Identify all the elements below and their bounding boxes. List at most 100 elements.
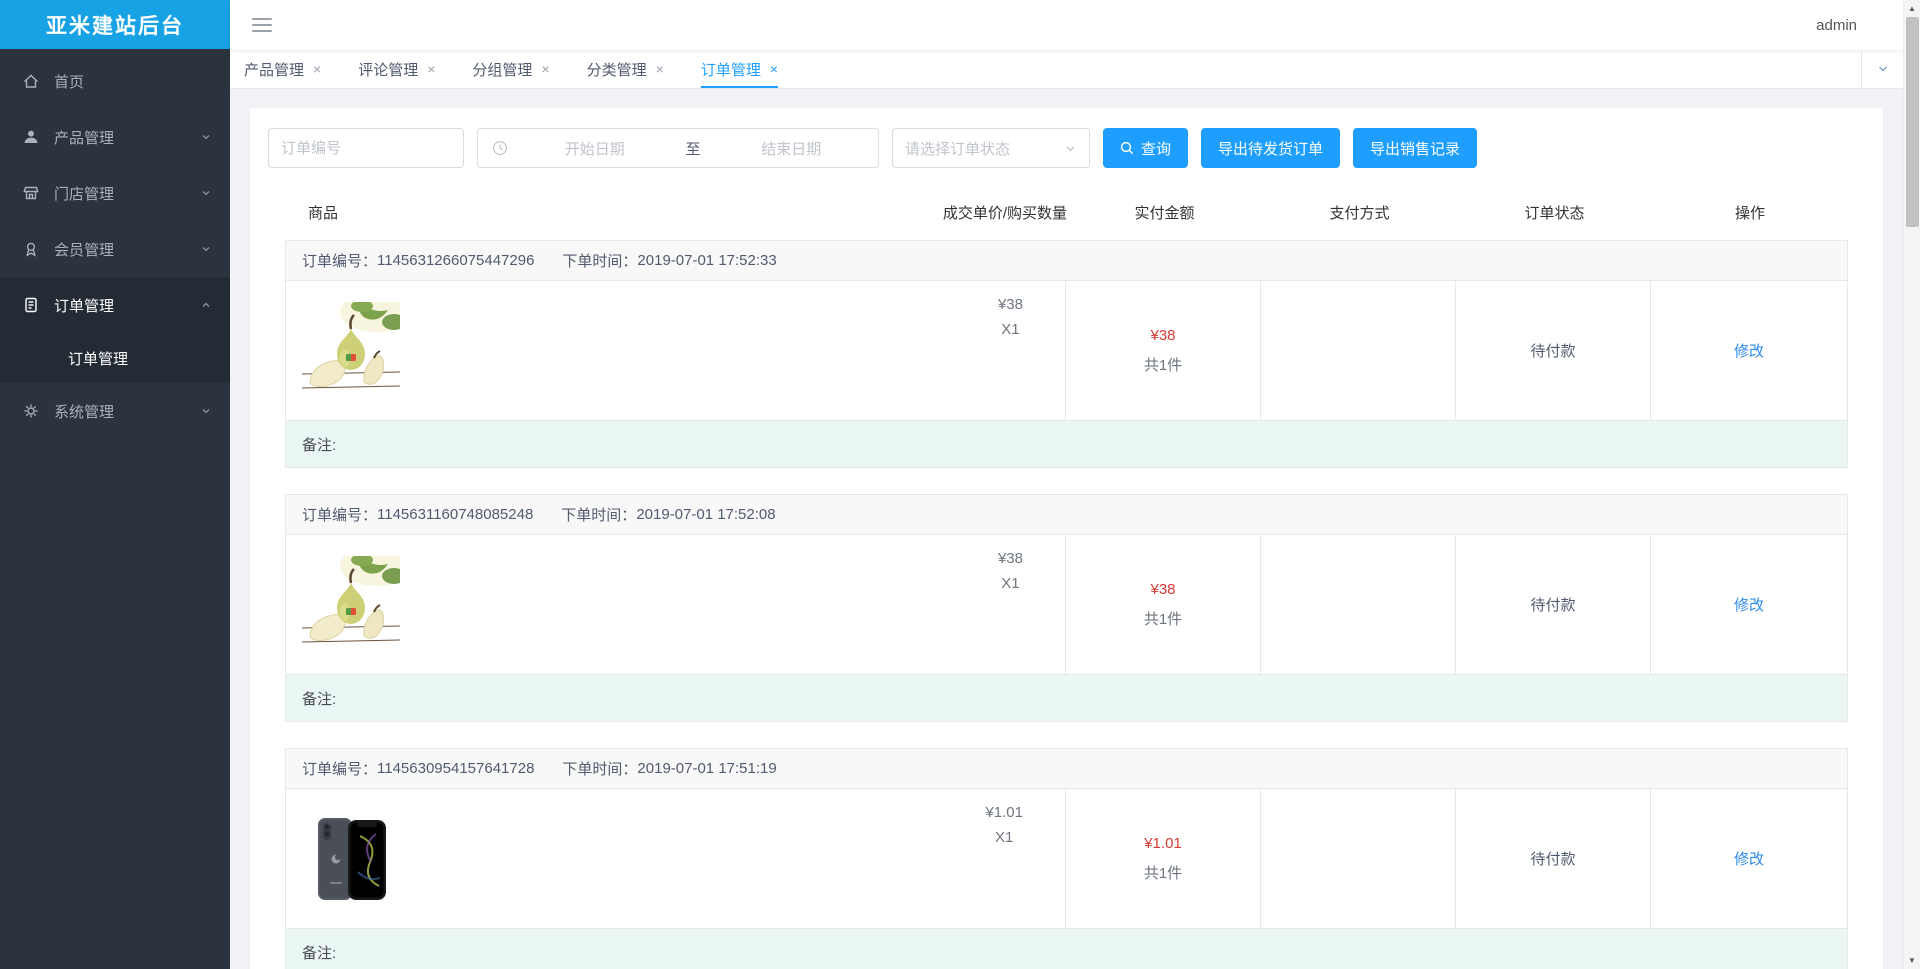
remark-label: 备注: <box>302 944 337 962</box>
sidebar-item-orders[interactable]: 订单管理 <box>0 277 230 333</box>
scrollbar-up-arrow-icon[interactable]: ▲ <box>1908 4 1916 13</box>
order-number-input[interactable] <box>268 128 464 168</box>
sidebar-item-label: 门店管理 <box>54 185 115 203</box>
order-status-select[interactable]: 请选择订单状态 <box>892 128 1090 168</box>
paid-amount-cell: ¥38 共1件 <box>1066 281 1261 420</box>
close-icon[interactable]: × <box>427 61 436 77</box>
order-number-label: 订单编号： <box>302 507 378 524</box>
product-image <box>302 809 400 908</box>
unit-price-quantity: ¥38 X1 <box>998 281 1065 420</box>
chevron-down-icon <box>202 191 210 196</box>
tab-label: 产品管理 <box>244 61 305 79</box>
actions-cell: 修改 <box>1651 789 1847 928</box>
unit-price: ¥38 <box>997 296 1023 313</box>
tab-comments[interactable]: 评论管理 × <box>358 50 435 88</box>
export-sales-records-button[interactable]: 导出销售记录 <box>1353 128 1478 168</box>
orders-card: 开始日期 至 结束日期 请选择订单状态 查询 导出待发货订单 <box>250 108 1883 969</box>
user-menu[interactable]: admin <box>1816 16 1857 34</box>
order-list: 订单编号： 1145631266075447296 下单时间： 2019-07-01… <box>285 240 1848 969</box>
order-time-label: 下单时间： <box>562 253 638 270</box>
tab-orders[interactable]: 订单管理 × <box>700 50 779 88</box>
chevron-down-icon <box>202 409 210 414</box>
remark-label: 备注: <box>302 436 337 454</box>
start-date-placeholder[interactable]: 开始日期 <box>564 140 625 158</box>
edit-order-link[interactable]: 修改 <box>1733 597 1764 614</box>
column-header-actions: 操作 <box>1734 204 1765 222</box>
hamburger-menu-icon[interactable] <box>252 18 272 32</box>
date-range-separator: 至 <box>685 140 701 158</box>
sidebar-item-stores[interactable]: 门店管理 <box>0 165 230 221</box>
page-scrollbar[interactable]: ▲ ▼ <box>1903 0 1920 969</box>
order-number-value: 1145630954157641728 <box>377 760 535 777</box>
edit-order-link[interactable]: 修改 <box>1733 851 1764 868</box>
order-time-value: 2019-07-01 17:52:08 <box>636 506 776 523</box>
sidebar-group-orders: 订单管理 订单管理 <box>0 277 230 383</box>
actions-cell: 修改 <box>1651 535 1847 674</box>
sidebar-item-products[interactable]: 产品管理 <box>0 109 230 165</box>
date-range-picker[interactable]: 开始日期 至 结束日期 <box>477 128 879 168</box>
order-product-row: ¥1.01 X1 ¥1.01 共1件 待付款 修改 <box>286 789 1847 929</box>
sidebar-item-label: 会员管理 <box>54 241 115 259</box>
tab-label: 订单管理 <box>700 61 761 79</box>
goods-cell: ¥38 X1 <box>286 535 1066 674</box>
quantity: X1 <box>1001 321 1020 338</box>
order-status-cell: 待付款 <box>1456 535 1651 674</box>
payment-method-cell <box>1261 535 1456 674</box>
order-product-row: ¥38 X1 ¥38 共1件 待付款 修改 <box>286 281 1847 421</box>
export-pending-orders-button[interactable]: 导出待发货订单 <box>1201 128 1341 168</box>
goods-cell: ¥1.01 X1 <box>286 789 1066 928</box>
scrollbar-down-arrow-icon[interactable]: ▼ <box>1908 956 1916 965</box>
end-date-placeholder[interactable]: 结束日期 <box>761 140 822 158</box>
order-number-value: 1145631266075447296 <box>377 252 535 269</box>
goods-cell: ¥38 X1 <box>286 281 1066 420</box>
select-placeholder: 请选择订单状态 <box>905 140 1011 158</box>
close-icon[interactable]: × <box>313 61 322 77</box>
sidebar-subitem-orders[interactable]: 订单管理 <box>0 333 230 383</box>
sidebar-item-system[interactable]: 系统管理 <box>0 383 230 439</box>
product-image <box>302 301 400 400</box>
order-status-cell: 待付款 <box>1456 281 1651 420</box>
tab-label: 分类管理 <box>586 61 647 79</box>
store-icon <box>23 186 39 200</box>
table-header-row: 商品 成交单价/购买数量 实付金额 支付方式 订单状态 操作 <box>285 194 1848 230</box>
tab-list-dropdown[interactable] <box>1861 50 1903 88</box>
sidebar: 亚米建站后台 首页 产品管理 门店管理 <box>0 0 230 969</box>
chevron-down-icon <box>1066 145 1075 151</box>
home-icon <box>24 74 38 88</box>
unit-price-quantity: ¥38 X1 <box>998 535 1065 674</box>
column-header: 商品 <box>308 204 339 222</box>
order-document-icon <box>25 297 37 313</box>
order-group-header: 订单编号： 1145631160748085248 下单时间： 2019-07-01… <box>286 495 1847 535</box>
quantity: X1 <box>1001 575 1020 592</box>
quantity: X1 <box>995 829 1014 846</box>
close-icon[interactable]: × <box>655 61 664 77</box>
close-icon[interactable]: × <box>769 61 779 77</box>
tab-products[interactable]: 产品管理 × <box>244 50 321 88</box>
remark-label: 备注: <box>302 690 337 708</box>
unit-price: ¥38 <box>997 550 1023 567</box>
order-number-value: 1145631160748085248 <box>377 506 534 523</box>
tab-categories[interactable]: 分类管理 × <box>587 50 664 88</box>
filter-bar: 开始日期 至 结束日期 请选择订单状态 查询 导出待发货订单 <box>268 128 1865 168</box>
sidebar-item-members[interactable]: 会员管理 <box>0 221 230 277</box>
order-group: 订单编号： 1145631160748085248 下单时间： 2019-07-01… <box>285 494 1848 722</box>
sidebar-item-home[interactable]: 首页 <box>0 53 230 109</box>
order-group-header: 订单编号： 1145631266075447296 下单时间： 2019-07-01… <box>286 241 1847 281</box>
total-pieces: 共1件 <box>1143 610 1183 628</box>
scrollbar-thumb[interactable] <box>1906 17 1919 227</box>
iphone-product-image <box>302 809 400 908</box>
pear-product-image <box>302 301 400 400</box>
order-group: 订单编号： 1145630954157641728 下单时间： 2019-07-01… <box>285 748 1848 969</box>
order-time-label: 下单时间： <box>562 761 638 778</box>
close-icon[interactable]: × <box>541 61 550 77</box>
total-pieces: 共1件 <box>1143 864 1183 882</box>
order-status-cell: 待付款 <box>1456 789 1651 928</box>
tab-groups[interactable]: 分组管理 × <box>472 50 549 88</box>
edit-order-link[interactable]: 修改 <box>1733 343 1764 360</box>
table-header-goods: 商品 成交单价/购买数量 <box>285 202 1067 223</box>
chevron-down-icon <box>202 135 210 140</box>
search-button[interactable]: 查询 <box>1103 128 1189 168</box>
order-time-label: 下单时间： <box>561 507 637 524</box>
paid-amount: ¥38 <box>1150 580 1176 598</box>
